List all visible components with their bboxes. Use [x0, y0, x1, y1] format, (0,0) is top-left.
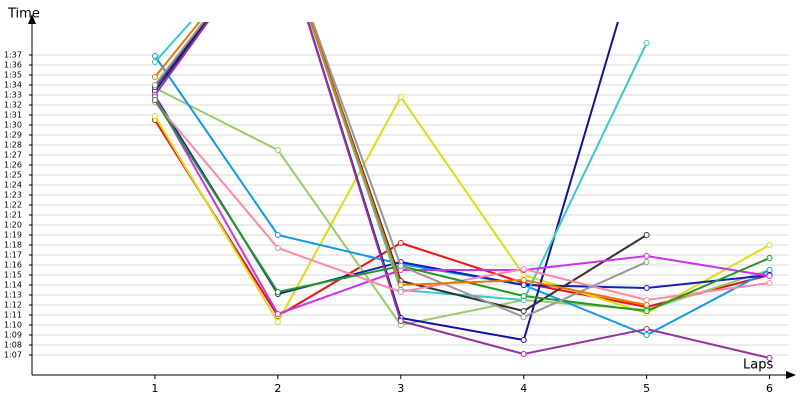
y-tick-label: 1:31 — [4, 111, 22, 120]
point — [520, 308, 527, 314]
y-tick-label: 1:19 — [4, 231, 22, 240]
x-tick-label: 6 — [766, 382, 773, 395]
point — [766, 242, 773, 248]
point — [766, 267, 773, 273]
y-tick-label: 1:10 — [4, 321, 22, 330]
grid — [32, 54, 788, 356]
y-tick-label: 1:15 — [4, 271, 22, 280]
x-axis-label: Laps — [743, 358, 773, 373]
plot-area — [151, 22, 773, 361]
x-tick-label: 4 — [520, 382, 527, 395]
series-line — [154, 99, 770, 313]
point — [151, 82, 158, 88]
series-line — [154, 119, 770, 318]
point — [151, 97, 158, 103]
y-tick-label: 1:37 — [4, 51, 22, 60]
x-tick-label: 3 — [397, 382, 404, 395]
point — [151, 59, 158, 65]
point — [520, 337, 527, 343]
y-tick-label: 1:07 — [4, 351, 22, 360]
y-tick-label: 1:12 — [4, 301, 22, 310]
x-tick-label: 1 — [151, 382, 158, 395]
point — [643, 332, 650, 338]
y-tick-label: 1:36 — [4, 61, 22, 70]
point — [274, 245, 281, 251]
point — [643, 308, 650, 314]
y-tick-label: 1:17 — [4, 251, 22, 260]
point — [643, 253, 650, 259]
point — [274, 319, 281, 325]
y-tick-label: 1:20 — [4, 221, 22, 230]
y-tick-label: 1:35 — [4, 71, 22, 80]
y-tick-label: 1:28 — [4, 141, 22, 150]
y-tick-label: 1:27 — [4, 151, 22, 160]
point — [766, 273, 773, 279]
series-line — [154, 95, 771, 325]
y-tick-label: 1:08 — [4, 341, 22, 350]
point — [520, 266, 527, 272]
point — [643, 302, 650, 308]
x-axis-arrow — [786, 371, 796, 379]
point — [274, 311, 281, 317]
series-line — [154, 22, 770, 359]
point — [274, 289, 281, 295]
y-tick-label: 1:13 — [4, 291, 22, 300]
point — [766, 355, 773, 361]
point — [397, 318, 404, 324]
point — [397, 263, 404, 269]
y-tick-label: 1:34 — [4, 81, 22, 90]
y-tick-label: 1:33 — [4, 91, 22, 100]
point — [274, 147, 281, 153]
y-axis-arrow — [28, 14, 36, 24]
y-tick-label: 1:21 — [4, 211, 22, 220]
y-tick-label: 1:16 — [4, 261, 22, 270]
y-tick-label: 1:26 — [4, 161, 22, 170]
series-line — [154, 96, 770, 316]
point — [643, 326, 650, 332]
point — [520, 351, 527, 357]
point — [643, 232, 650, 238]
point — [151, 113, 158, 119]
y-tick-label: 1:18 — [4, 241, 22, 250]
point — [274, 232, 281, 238]
y-tick-label: 1:25 — [4, 171, 22, 180]
point — [520, 293, 527, 299]
point — [643, 285, 650, 291]
x-tick-label: 5 — [643, 382, 650, 395]
point — [766, 280, 773, 286]
y-tick-label: 1:24 — [4, 181, 22, 190]
point — [151, 53, 158, 59]
y-tick-label: 1:09 — [4, 331, 22, 340]
point — [643, 40, 650, 46]
y-tick-label: 1:30 — [4, 121, 22, 130]
y-tick-label: 1:23 — [4, 191, 22, 200]
point — [520, 277, 527, 283]
y-axis-label: Time — [7, 7, 40, 22]
y-tick-label: 1:32 — [4, 101, 22, 110]
point — [520, 282, 527, 288]
point — [766, 255, 773, 261]
point — [397, 289, 404, 295]
point — [397, 282, 404, 288]
y-tick-label: 1:14 — [4, 281, 22, 290]
y-tick-label: 1:22 — [4, 201, 22, 210]
point — [151, 74, 158, 80]
y-tick-label: 1:11 — [4, 311, 22, 320]
point — [643, 259, 650, 265]
point — [643, 297, 650, 303]
point — [520, 272, 527, 278]
point — [520, 314, 527, 320]
point — [397, 94, 404, 100]
x-tick-label: 2 — [274, 382, 281, 395]
point — [397, 240, 404, 246]
series-line — [154, 87, 770, 327]
y-tick-label: 1:29 — [4, 131, 22, 140]
